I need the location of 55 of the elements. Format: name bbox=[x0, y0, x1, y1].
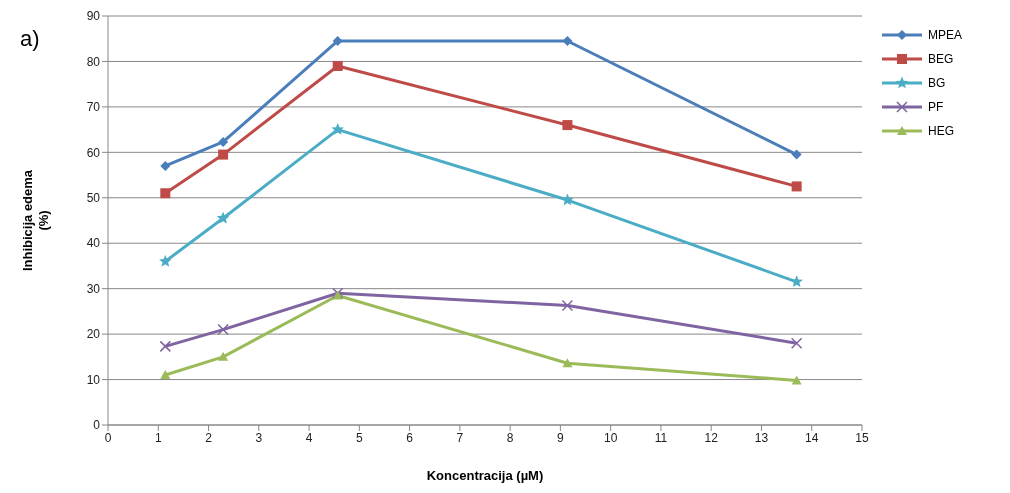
point bbox=[160, 160, 171, 171]
x-tick-label: 13 bbox=[754, 430, 769, 445]
point bbox=[791, 375, 802, 385]
y-tick-label: 80 bbox=[86, 54, 101, 69]
point bbox=[160, 188, 171, 199]
point bbox=[332, 35, 343, 46]
x-tick-label: 4 bbox=[305, 430, 313, 445]
x-tick-label: 15 bbox=[855, 430, 869, 445]
y-tick-label: 0 bbox=[93, 418, 101, 433]
x-tick-label: 11 bbox=[654, 430, 668, 445]
x-tick-label: 10 bbox=[603, 430, 618, 445]
legend-label: MPEA bbox=[928, 28, 963, 42]
point bbox=[159, 340, 172, 353]
point bbox=[331, 123, 344, 135]
point bbox=[561, 299, 574, 312]
y-tick-label: 30 bbox=[86, 281, 101, 296]
x-tick-label: 7 bbox=[456, 430, 464, 445]
x-tick-label: 0 bbox=[104, 430, 112, 445]
point bbox=[218, 149, 229, 160]
point bbox=[218, 136, 229, 147]
y-tick-label: 60 bbox=[86, 145, 101, 160]
x-tick-label: 3 bbox=[255, 430, 263, 445]
point bbox=[159, 254, 172, 267]
x-tick-label: 12 bbox=[704, 430, 719, 445]
point bbox=[216, 211, 230, 224]
y-tick-label: 10 bbox=[86, 372, 101, 387]
legend-label: PF bbox=[928, 100, 944, 114]
x-tick-label: 5 bbox=[355, 430, 363, 445]
y-tick-label: 70 bbox=[86, 100, 101, 115]
point bbox=[160, 370, 171, 380]
legend-label: HEG bbox=[928, 124, 955, 138]
point bbox=[791, 149, 802, 160]
y-axis-title: Inhibicija edema (%) bbox=[20, 169, 51, 272]
y-tick-label: 20 bbox=[86, 327, 101, 342]
text: a) bbox=[20, 26, 40, 52]
point bbox=[562, 120, 573, 131]
x-axis-title: Koncentracija (µM) bbox=[426, 468, 544, 484]
point bbox=[562, 358, 573, 368]
legend-label: BG bbox=[928, 76, 946, 90]
x-tick-label: 14 bbox=[805, 430, 819, 445]
point bbox=[562, 35, 573, 46]
x-tick-label: 2 bbox=[205, 430, 213, 445]
x-tick-label: 8 bbox=[506, 430, 514, 445]
point bbox=[217, 323, 229, 336]
legend-label: BEG bbox=[928, 52, 954, 66]
x-tick-label: 1 bbox=[154, 430, 162, 445]
y-tick-label: 50 bbox=[86, 191, 101, 206]
x-tick-label: 9 bbox=[557, 430, 565, 445]
y-tick-label: 90 bbox=[86, 9, 101, 24]
x-tick-label: 6 bbox=[406, 430, 414, 445]
point bbox=[791, 181, 802, 192]
point bbox=[218, 351, 229, 361]
point bbox=[790, 337, 803, 349]
point bbox=[332, 60, 343, 71]
y-tick-label: 40 bbox=[86, 236, 101, 251]
